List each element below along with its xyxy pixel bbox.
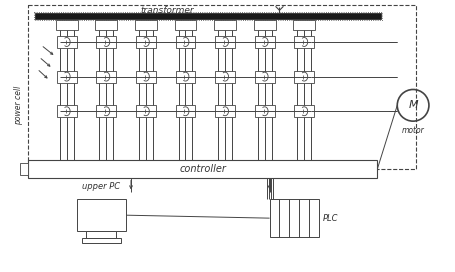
- Text: motor: motor: [401, 126, 424, 135]
- Bar: [293, 36, 313, 48]
- Bar: [56, 105, 76, 117]
- Bar: [175, 71, 195, 82]
- Text: upper PC: upper PC: [82, 183, 120, 191]
- Bar: [35, 13, 380, 19]
- Bar: [215, 36, 234, 48]
- Bar: [81, 238, 121, 243]
- Bar: [96, 105, 116, 117]
- Bar: [175, 36, 195, 48]
- Text: M: M: [407, 100, 417, 110]
- Bar: [215, 71, 234, 82]
- Bar: [135, 20, 157, 30]
- Bar: [34, 12, 382, 20]
- Bar: [254, 105, 274, 117]
- Text: PLC: PLC: [322, 214, 338, 223]
- Bar: [28, 5, 415, 169]
- Bar: [293, 71, 313, 82]
- Bar: [254, 71, 274, 82]
- Bar: [96, 36, 116, 48]
- Bar: [76, 199, 126, 231]
- Bar: [56, 20, 77, 30]
- Bar: [214, 20, 235, 30]
- Bar: [96, 71, 116, 82]
- Bar: [56, 71, 76, 82]
- Bar: [20, 163, 28, 175]
- Bar: [28, 160, 377, 178]
- Bar: [56, 36, 76, 48]
- Bar: [95, 20, 117, 30]
- Bar: [254, 36, 274, 48]
- Bar: [136, 36, 156, 48]
- Text: transformer: transformer: [141, 6, 194, 15]
- Bar: [269, 199, 318, 237]
- Bar: [293, 105, 313, 117]
- Bar: [175, 105, 195, 117]
- Bar: [174, 20, 196, 30]
- Bar: [136, 105, 156, 117]
- Bar: [293, 20, 314, 30]
- Text: controller: controller: [179, 164, 226, 174]
- Bar: [253, 20, 275, 30]
- Bar: [136, 71, 156, 82]
- Text: power cell: power cell: [14, 86, 23, 125]
- Bar: [86, 231, 116, 238]
- Bar: [215, 105, 234, 117]
